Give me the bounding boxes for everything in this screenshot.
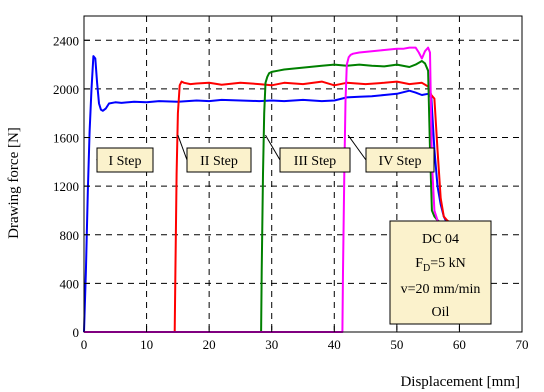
x-tick-label: 20 [203, 337, 216, 352]
y-axis-title: Drawing force [N] [6, 127, 22, 239]
annotation-box [186, 147, 252, 173]
series-line-i-step [83, 55, 451, 333]
y-tick-label: 1600 [53, 131, 79, 146]
plot-frame [83, 15, 523, 333]
annotation-iv-step: IV Step [347, 134, 435, 173]
info-box: DC 04 FD=5 kN v=20 mm/min Oil [389, 220, 492, 325]
axis-ticks: 0 10 20 30 40 50 60 70 0 400 800 1200 1600 2000 2400 [53, 33, 529, 352]
y-tick-label: 2400 [53, 33, 79, 48]
x-tick-label: 30 [265, 337, 278, 352]
x-axis-title: Displacement [mm] [400, 374, 520, 390]
series-layer [83, 46, 451, 333]
annotation-leader [265, 134, 281, 161]
annotation-box [365, 147, 435, 173]
annotation-i-step: I Step [96, 147, 154, 173]
y-tick-label: 2000 [53, 82, 79, 97]
annotation-box [96, 147, 154, 173]
x-tick-label: 40 [328, 337, 341, 352]
x-tick-label: 60 [453, 337, 466, 352]
info-force-subscript: D [423, 263, 430, 274]
x-tick-label: 0 [81, 337, 88, 352]
y-tick-label: 800 [60, 228, 80, 243]
annotation-box [279, 147, 351, 173]
x-tick-label: 50 [390, 337, 403, 352]
annotation-label: III Step [294, 154, 336, 169]
series-line-iv-step [84, 46, 440, 333]
y-tick-label: 1200 [53, 179, 79, 194]
series-line-ii-step [84, 80, 451, 333]
annotation-label: I Step [108, 154, 141, 169]
annotation-iii-step: III Step [265, 134, 351, 173]
info-force: FD=5 kN [415, 256, 466, 274]
info-box-frame [389, 220, 492, 325]
y-tick-label: 0 [73, 325, 80, 340]
annotation-label: IV Step [379, 154, 422, 169]
annotation-leader [177, 134, 188, 161]
info-velocity: v=20 mm/min [401, 282, 481, 297]
annotation-leader [347, 134, 367, 161]
annotation-label: II Step [200, 154, 238, 169]
info-force-value: =5 kN [430, 256, 466, 271]
x-tick-label: 70 [516, 337, 529, 352]
info-force-symbol: F [415, 256, 423, 271]
y-tick-label: 400 [60, 276, 80, 291]
info-lubricant: Oil [432, 305, 450, 320]
annotation-ii-step: II Step [177, 134, 252, 173]
annotations: I Step II Step III Step IV Step [96, 134, 435, 173]
info-material: DC 04 [422, 232, 459, 247]
x-tick-label: 10 [140, 337, 153, 352]
